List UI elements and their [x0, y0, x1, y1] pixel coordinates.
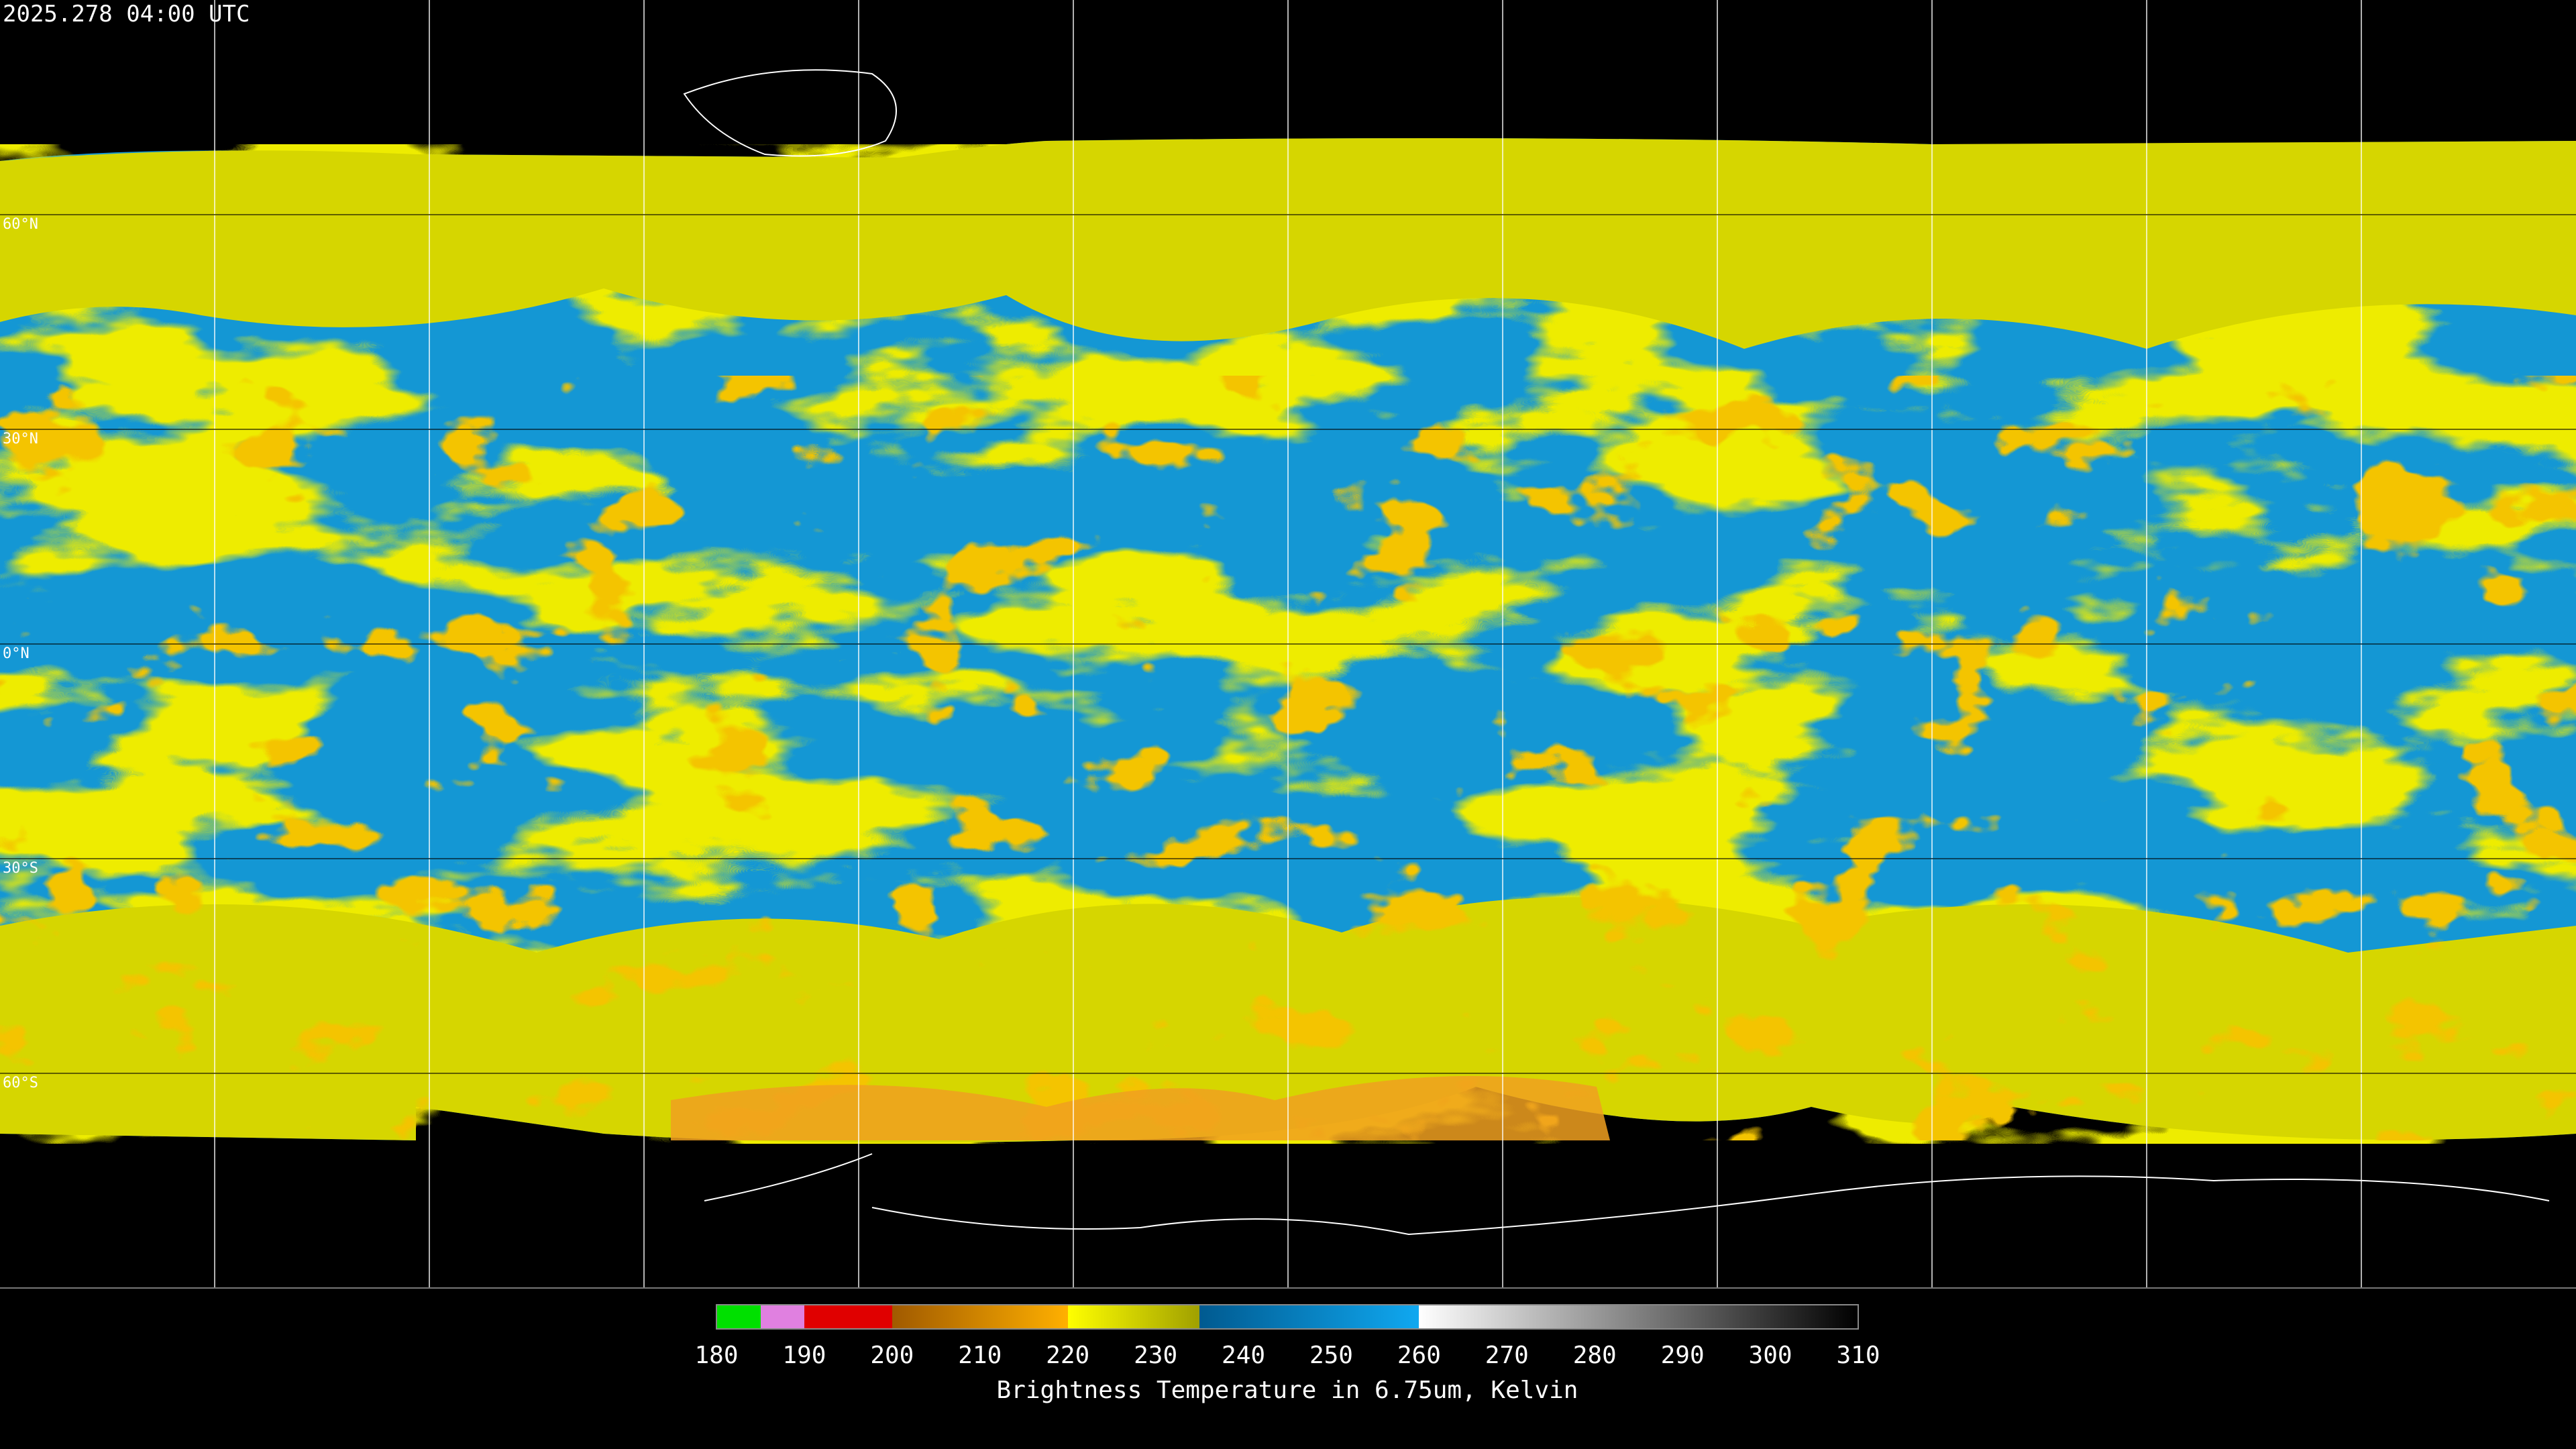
latitude-label: 60°N — [3, 216, 38, 233]
colorbar-tick-label: 250 — [1309, 1342, 1353, 1369]
colorbar-tick-label: 290 — [1661, 1342, 1705, 1369]
colorbar-tick-label: 270 — [1485, 1342, 1529, 1369]
colorbar-segment — [1419, 1305, 1858, 1329]
colorbar-tick-label: 180 — [694, 1342, 738, 1369]
colorbar-tick-label: 200 — [870, 1342, 914, 1369]
colorbar-tick-label: 190 — [782, 1342, 826, 1369]
colorbar-tick-label: 210 — [958, 1342, 1002, 1369]
greenland-outline — [683, 69, 897, 157]
colorbar — [716, 1304, 1859, 1330]
graticule — [0, 0, 2576, 1289]
colorbar-frame — [716, 1304, 1859, 1330]
colorbar-segment — [761, 1305, 804, 1329]
colorbar-tick-label: 280 — [1573, 1342, 1617, 1369]
colorbar-tick-label: 300 — [1749, 1342, 1792, 1369]
colorbar-label: Brightness Temperature in 6.75um, Kelvin — [997, 1377, 1578, 1404]
colorbar-tick-label: 220 — [1046, 1342, 1089, 1369]
colorbar-tick-label: 310 — [1836, 1342, 1880, 1369]
coastlines — [683, 69, 2550, 1236]
latitude-label: 30°N — [3, 431, 38, 447]
latitude-label: 0°N — [3, 645, 30, 662]
colorbar-segment — [804, 1305, 892, 1329]
colorbar-segment — [1199, 1305, 1419, 1329]
antarctic-cold-area — [671, 1076, 1610, 1140]
colorbar-tick-label: 240 — [1222, 1342, 1265, 1369]
colorbar-tick-label: 260 — [1397, 1342, 1441, 1369]
antarctica-outline — [704, 1153, 2550, 1236]
colorbar-segment — [716, 1305, 761, 1329]
colorbar-segment — [1068, 1305, 1199, 1329]
timestamp: 2025.278 04:00 UTC — [3, 1, 250, 28]
latitude-label: 30°S — [3, 860, 38, 877]
colorbar-segment — [892, 1305, 1068, 1329]
latitude-label: 60°S — [3, 1075, 38, 1091]
colorbar-tick-label: 230 — [1134, 1342, 1177, 1369]
